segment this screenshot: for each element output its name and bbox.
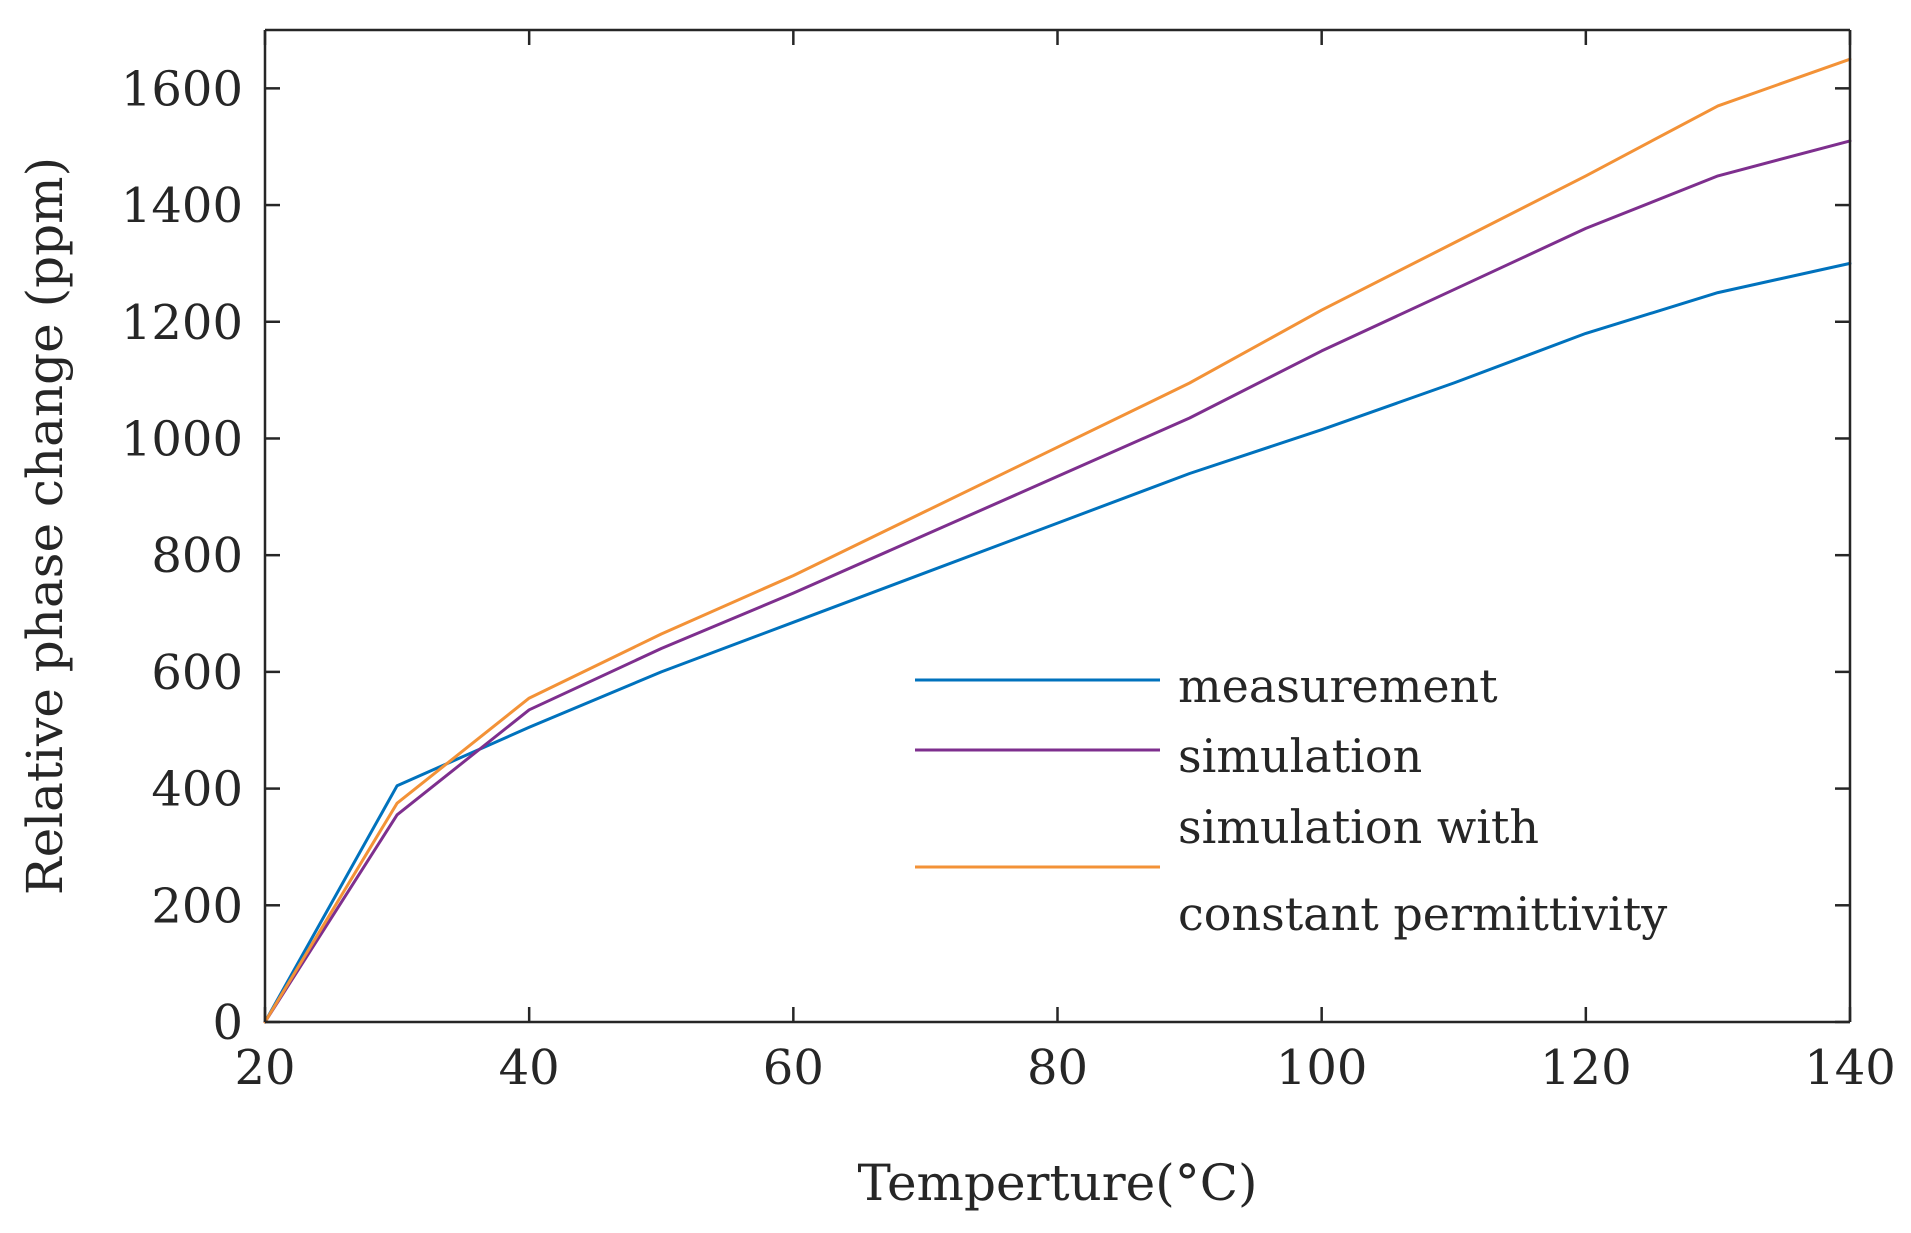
x-tick-label: 140 — [1804, 1040, 1896, 1096]
x-tick-label: 20 — [234, 1040, 295, 1096]
y-tick-label: 0 — [212, 995, 243, 1051]
y-tick-label: 1200 — [121, 295, 243, 351]
y-tick-label: 1400 — [121, 178, 243, 234]
plot-area — [265, 30, 1850, 1022]
y-tick-label: 400 — [151, 762, 243, 818]
x-tick-label: 100 — [1276, 1040, 1368, 1096]
series-line-1 — [263, 261, 1852, 1024]
series-line-3 — [263, 57, 1852, 1024]
legend: measurement simulation simulation with cons… — [915, 659, 1667, 941]
legend-item-1: measurement — [915, 659, 1498, 713]
y-tick-label: 1600 — [121, 61, 243, 117]
legend-item-3: simulation with constant permittivity — [915, 800, 1667, 941]
x-tick-label: 60 — [763, 1040, 824, 1096]
legend-label: measurement — [1178, 659, 1498, 713]
series-line-2 — [263, 139, 1852, 1024]
legend-label: simulation with — [1178, 800, 1539, 854]
series-group — [263, 57, 1852, 1024]
x-tick-label: 80 — [1027, 1040, 1088, 1096]
y-tick-label: 1000 — [121, 411, 243, 467]
x-axis-label: Temperture(°C) — [857, 1154, 1257, 1212]
x-tick-label: 40 — [499, 1040, 560, 1096]
y-tick-label: 600 — [151, 645, 243, 701]
ticks-group: 20 40 60 80 100 120 14002004006008001000120014… — [121, 30, 1896, 1096]
y-tick-label: 800 — [151, 528, 243, 584]
legend-label: constant permittivity — [1178, 887, 1667, 941]
plot-background — [265, 30, 1850, 1022]
legend-item-2: simulation — [915, 729, 1422, 783]
y-tick-label: 200 — [151, 878, 243, 934]
legend-label: simulation — [1178, 729, 1422, 783]
x-tick-label: 120 — [1540, 1040, 1632, 1096]
y-axis-label: Relative phase change (ppm) — [16, 157, 74, 895]
